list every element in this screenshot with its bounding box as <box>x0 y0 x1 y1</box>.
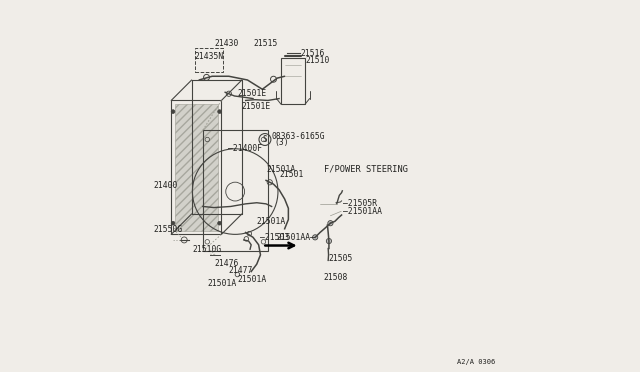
Text: —21505R: —21505R <box>344 199 378 208</box>
Text: 21510: 21510 <box>306 56 330 65</box>
Text: A2/A 0306: A2/A 0306 <box>456 359 495 365</box>
Text: 21435N: 21435N <box>195 52 223 61</box>
Bar <box>172 100 221 234</box>
Text: 21516: 21516 <box>300 49 324 58</box>
Bar <box>195 48 223 72</box>
Text: 21501A: 21501A <box>266 165 295 174</box>
Text: 21501: 21501 <box>280 170 304 179</box>
Circle shape <box>312 235 318 240</box>
Circle shape <box>218 110 221 113</box>
Text: 21508: 21508 <box>323 273 348 282</box>
Text: 21400: 21400 <box>154 181 178 190</box>
Text: F/POWER STEERING: F/POWER STEERING <box>324 165 408 174</box>
Circle shape <box>172 110 175 113</box>
Text: —21400F: —21400F <box>228 144 262 153</box>
Circle shape <box>172 221 175 225</box>
Bar <box>175 104 218 231</box>
Text: 21515: 21515 <box>254 39 278 48</box>
Text: 21477: 21477 <box>229 266 253 275</box>
Text: S: S <box>262 135 268 144</box>
Circle shape <box>326 238 332 244</box>
Text: —21503: —21503 <box>260 233 290 242</box>
Text: 21501E: 21501E <box>241 102 270 111</box>
Circle shape <box>218 221 221 225</box>
Text: 21501A: 21501A <box>257 217 286 226</box>
Text: 21476: 21476 <box>214 259 238 268</box>
Text: 21501AA—: 21501AA— <box>276 233 315 242</box>
Text: 21505: 21505 <box>328 254 353 263</box>
Text: 21501A: 21501A <box>207 279 237 288</box>
Text: 21550G: 21550G <box>154 225 182 234</box>
Text: —21501AA: —21501AA <box>343 207 382 216</box>
Bar <box>281 58 305 104</box>
Text: 21430: 21430 <box>215 39 239 48</box>
Text: (3): (3) <box>275 138 289 147</box>
Text: 21501E: 21501E <box>237 89 267 98</box>
Circle shape <box>328 221 333 226</box>
Text: 21510G: 21510G <box>193 246 222 254</box>
Text: 08363-6165G: 08363-6165G <box>271 132 325 141</box>
Bar <box>203 130 268 251</box>
Text: 21501A: 21501A <box>237 275 267 283</box>
